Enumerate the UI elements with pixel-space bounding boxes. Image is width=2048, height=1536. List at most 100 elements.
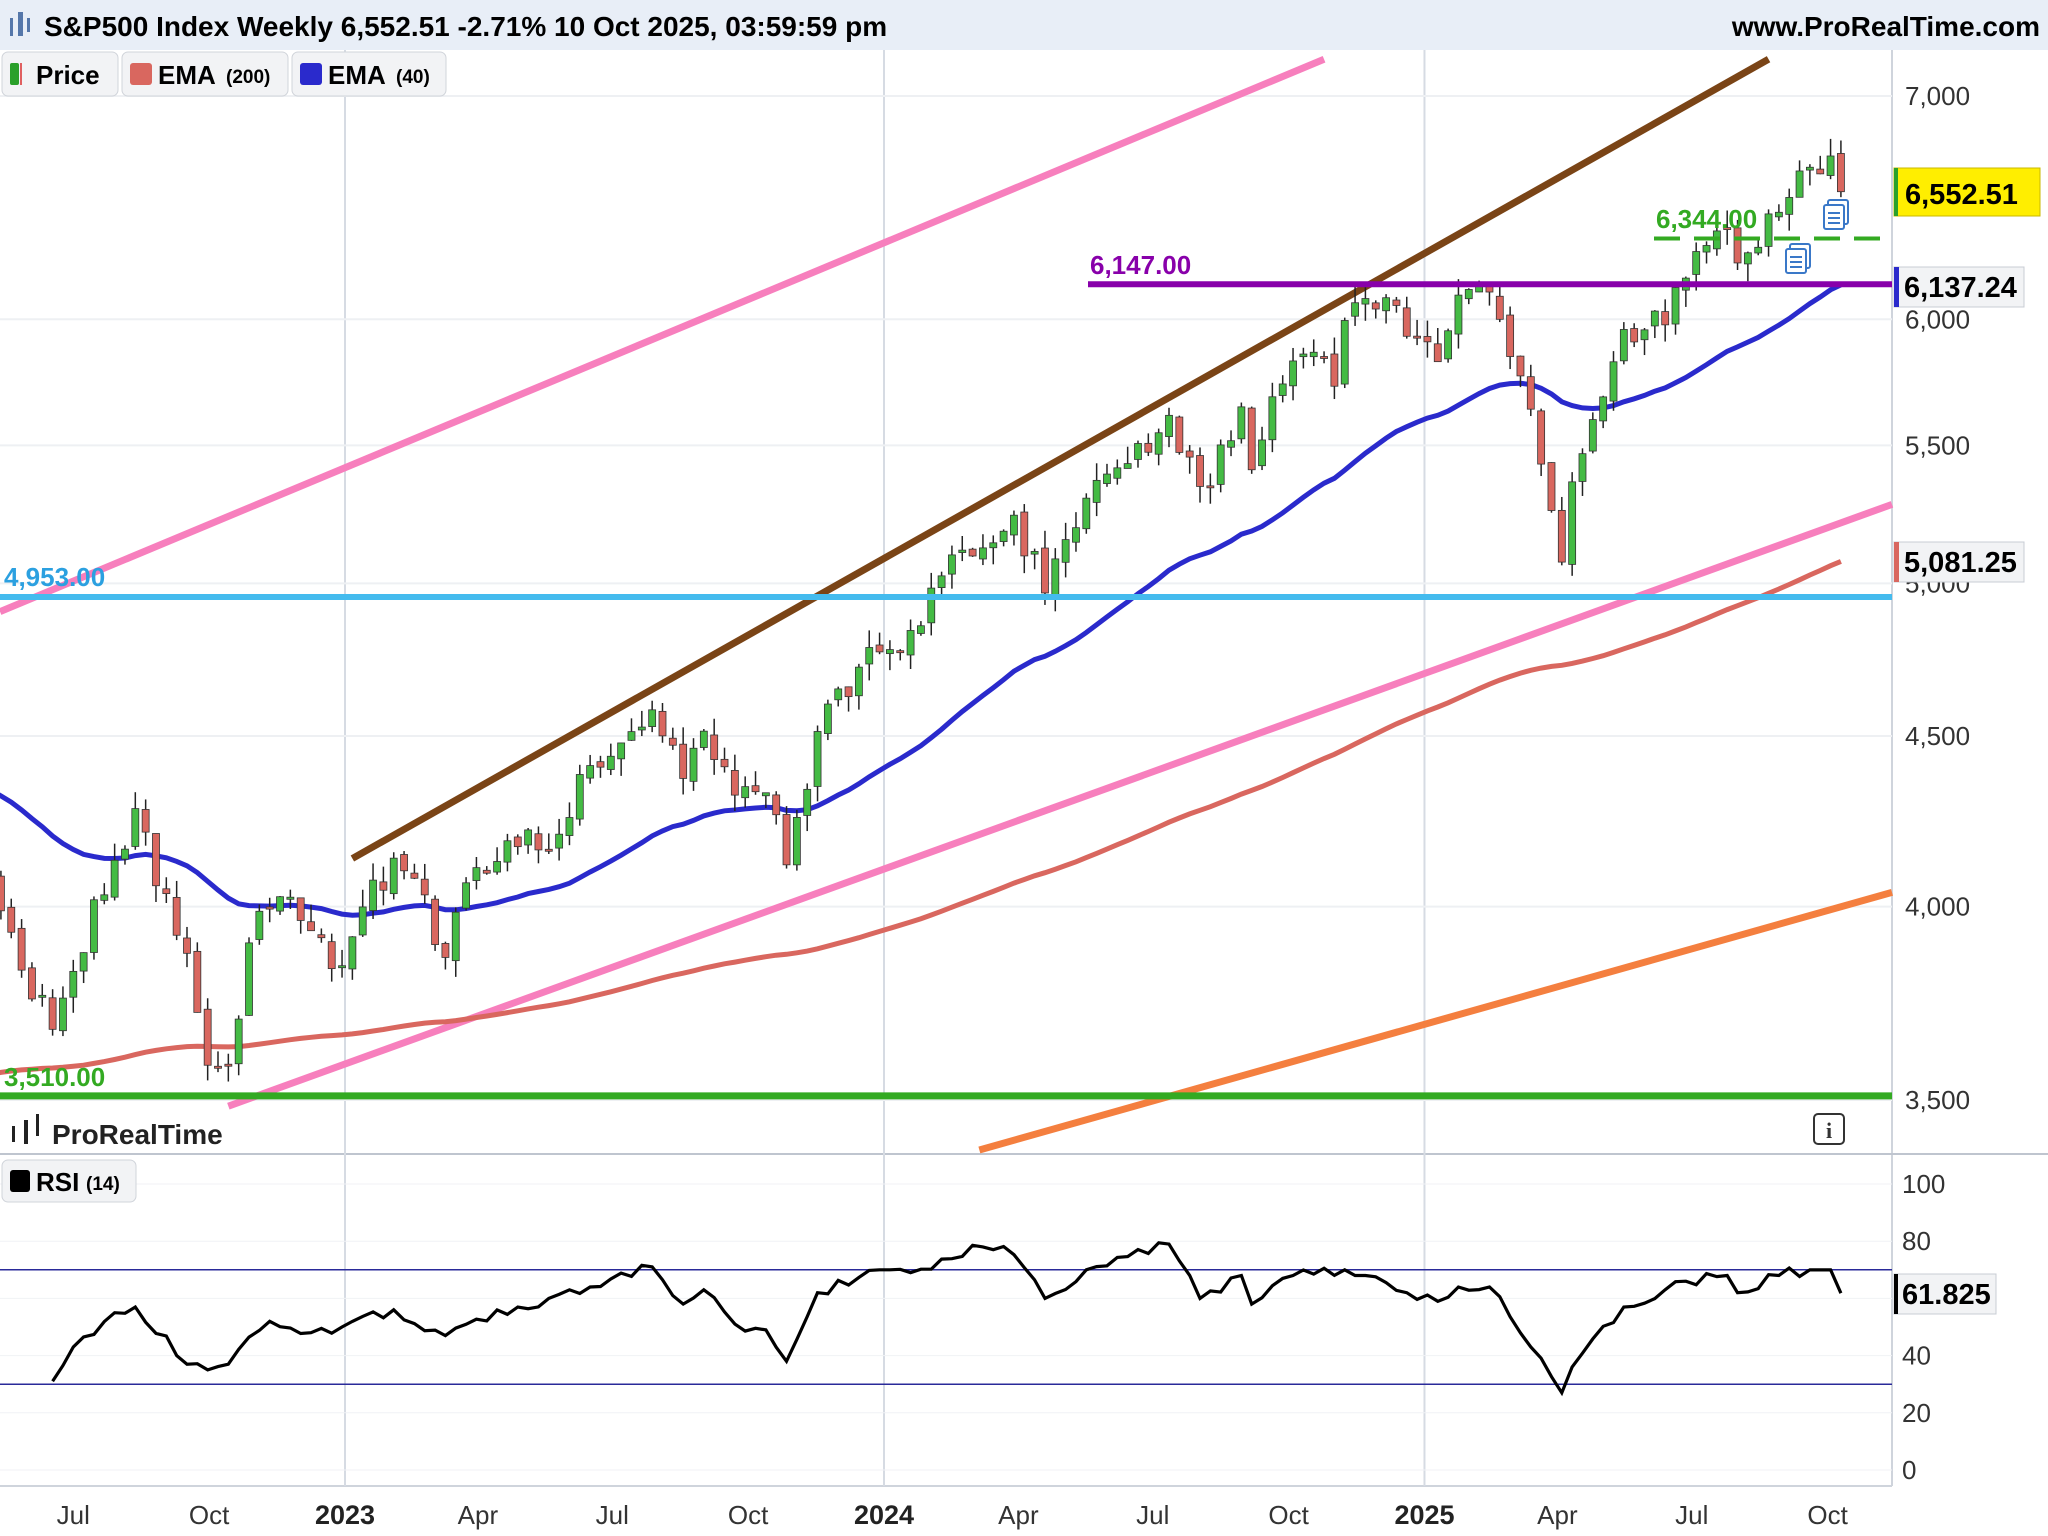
candle-down — [668, 737, 677, 746]
candle-up — [1609, 361, 1618, 402]
candle-up — [1671, 287, 1680, 325]
candle-up — [761, 792, 770, 797]
candle-down — [968, 548, 977, 557]
candle-up — [1619, 329, 1628, 362]
candle-down — [896, 650, 905, 654]
candle-up — [1030, 551, 1039, 555]
candle-up — [1743, 252, 1752, 265]
candle-down — [1185, 450, 1194, 458]
legend-price-button[interactable]: Price — [1, 51, 119, 97]
candle-up — [1774, 211, 1783, 218]
candle-up — [699, 730, 708, 748]
candle-up — [1010, 514, 1018, 536]
candle-down — [420, 878, 429, 896]
candle-up — [389, 857, 398, 895]
candle-down — [1413, 335, 1421, 339]
time-axis-tick-label: Apr — [998, 1500, 1039, 1530]
candle-up — [865, 647, 874, 665]
candle-down — [534, 833, 543, 851]
ema-layer — [0, 282, 1842, 1076]
candle-down — [327, 941, 336, 970]
candle-down — [1423, 336, 1432, 343]
candle-down — [1547, 462, 1556, 511]
trendline-orange_trend — [978, 888, 1893, 1154]
watermark-text: ProRealTime — [52, 1119, 223, 1150]
level-label-green-short: 6,344.00 — [1656, 204, 1757, 234]
candle-up — [59, 997, 67, 1032]
time-axis-tick-label: Oct — [1807, 1500, 1848, 1530]
candle-up — [1754, 246, 1763, 254]
candle-up — [979, 547, 987, 560]
candle-up — [1134, 443, 1142, 460]
note-icon[interactable] — [1823, 199, 1849, 230]
candle-up — [586, 765, 595, 779]
candle-up — [1258, 439, 1266, 467]
candle-up — [1289, 360, 1297, 387]
svg-text:61.825: 61.825 — [1902, 1279, 1991, 1311]
candle-down — [1041, 547, 1049, 594]
rsi-axis-tick-label: 20 — [1902, 1398, 1931, 1428]
candle-down — [441, 943, 450, 958]
rsi-value-tag: 61.825 — [1893, 1273, 1997, 1315]
candle-down — [162, 888, 171, 894]
candle-up — [110, 859, 119, 898]
legend-ema200-period: (200) — [226, 67, 270, 88]
legend-ema200-button[interactable]: EMA (200) — [121, 51, 289, 97]
candle-down — [1516, 355, 1525, 377]
legend-rsi-button[interactable]: RSI (14) — [1, 1159, 137, 1203]
legend-rsi-label: RSI — [36, 1167, 79, 1197]
candle-up — [245, 942, 253, 1016]
candle-up — [1640, 329, 1649, 341]
candle-up — [575, 774, 584, 820]
candle-up — [1237, 406, 1246, 440]
price-axis-tick-label: 3,500 — [1905, 1085, 1970, 1115]
trendline-layer — [0, 55, 1894, 1154]
candle-up — [565, 817, 574, 836]
site-url[interactable]: www.ProRealTime.com — [1731, 11, 2040, 42]
legend-ema40-button[interactable]: EMA (40) — [291, 51, 447, 97]
candle-up — [1805, 166, 1814, 171]
candle-down — [1392, 299, 1401, 306]
candle-up — [1568, 481, 1577, 565]
time-axis-tick-label: 2024 — [854, 1500, 914, 1530]
svg-text:6,552.51: 6,552.51 — [1905, 179, 2018, 211]
svg-text:6,137.24: 6,137.24 — [1904, 272, 2017, 304]
candle-up — [348, 936, 357, 970]
candle-up — [627, 731, 636, 741]
candle-up — [689, 747, 698, 782]
candle-up — [1650, 310, 1659, 327]
candle-up — [69, 970, 78, 998]
time-axis-tick-label: Apr — [458, 1500, 499, 1530]
candle-up — [358, 906, 367, 936]
info-icon[interactable]: i — [1813, 1113, 1845, 1145]
svg-text:i: i — [1826, 1118, 1832, 1143]
rsi-layer — [0, 1241, 1892, 1397]
candle-down — [141, 809, 150, 833]
level-label-green: 3,510.00 — [4, 1062, 105, 1092]
candle-up — [813, 731, 822, 787]
time-axis-tick-label: Oct — [1268, 1500, 1309, 1530]
candle-up — [276, 896, 284, 912]
color-swatch-icon — [300, 63, 322, 85]
candle-down — [296, 897, 305, 921]
time-axis-tick-label: Jul — [1675, 1500, 1708, 1530]
legend-price-label: Price — [36, 60, 100, 90]
candle-up — [1340, 320, 1349, 385]
rsi-axis-tick-label: 100 — [1902, 1169, 1945, 1199]
candle-down — [379, 881, 388, 891]
price-axis-tick-label: 6,000 — [1905, 304, 1970, 334]
candle-down — [1537, 410, 1546, 465]
candle-down — [1661, 311, 1670, 326]
candle-down — [1506, 314, 1515, 357]
candle-up — [1578, 453, 1587, 482]
candle-up — [1382, 297, 1390, 312]
candle-up — [1072, 527, 1080, 543]
candle-up — [1702, 245, 1711, 253]
candle-up — [79, 952, 88, 972]
candle-up — [1051, 558, 1060, 596]
candle-down — [1526, 376, 1535, 410]
ema200-line — [0, 559, 1842, 1076]
note-icon[interactable] — [1785, 243, 1811, 274]
candle-up — [1082, 497, 1091, 530]
